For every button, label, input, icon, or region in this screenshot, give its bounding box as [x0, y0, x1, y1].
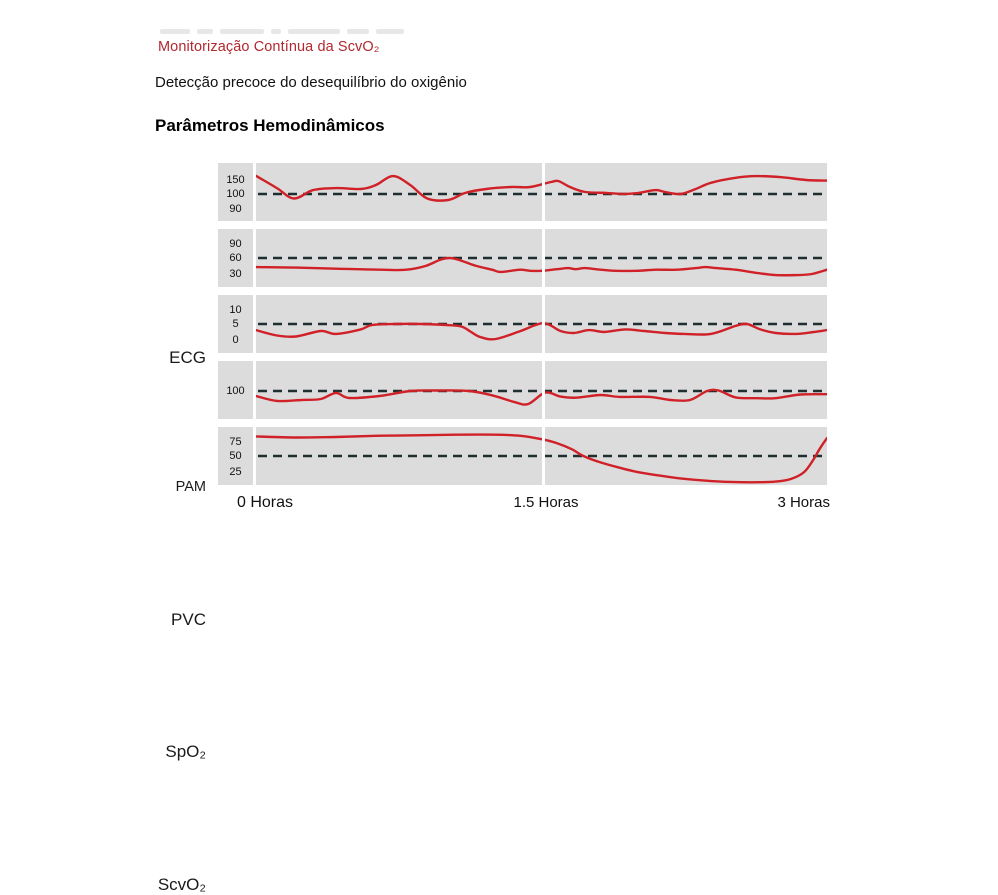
- y-tick-label: 10: [229, 303, 242, 316]
- artifact-blob: [160, 29, 190, 34]
- param-label-pvc: PVC: [171, 610, 206, 629]
- artifact-blob: [376, 29, 404, 34]
- artifact-blob: [197, 29, 213, 34]
- y-tick-label: 90: [229, 202, 242, 215]
- y-tick-label: 150: [226, 173, 245, 186]
- artifact-blob: [347, 29, 369, 34]
- trend-curve: [256, 322, 827, 341]
- panel-divider-gap: [542, 163, 545, 221]
- trend-strip-svg: [256, 361, 827, 419]
- chart-row-pvc: PVC 10 5 0: [0, 295, 998, 629]
- panel-divider-gap: [542, 427, 545, 485]
- trend-strip-svg: [256, 229, 827, 287]
- page-subtitle: Detecção precoce do desequilíbrio do oxi…: [155, 74, 467, 91]
- trend-strip-svg: [256, 427, 827, 485]
- section-heading: Parâmetros Hemodinâmicos: [155, 116, 385, 135]
- param-label-scvo2: ScvO₂: [157, 875, 206, 894]
- faint-artifact: [160, 29, 404, 34]
- y-tick-label: 30: [229, 267, 242, 280]
- panel-divider-gap: [542, 361, 545, 419]
- panel-divider-gap: [542, 229, 545, 287]
- plot-area-pvc: [256, 295, 827, 353]
- trend-curve: [256, 174, 827, 202]
- trend-curve: [256, 256, 827, 277]
- y-tick-label: 5: [232, 317, 239, 330]
- y-tick-label: 50: [229, 449, 242, 462]
- y-axis-ecg: 150 100 90: [218, 163, 253, 221]
- x-tick-3-horas: 3 Horas: [777, 494, 830, 511]
- param-label-spo2: SpO₂: [165, 742, 206, 761]
- plot-area-scvo2: [256, 427, 827, 485]
- plot-area-pam: [256, 229, 827, 287]
- trend-curve: [256, 433, 827, 484]
- trend-curve: [256, 388, 827, 406]
- y-tick-label: 75: [229, 435, 242, 448]
- y-tick-label: 60: [229, 251, 242, 264]
- panel-divider-gap: [542, 295, 545, 353]
- plot-area-ecg: [256, 163, 827, 221]
- y-axis-spo2: 100: [218, 361, 253, 419]
- y-tick-label: 100: [226, 384, 245, 397]
- x-tick-1-5-horas: 1.5 Horas: [513, 494, 579, 511]
- page-title: Monitorização Contínua da ScvO₂: [158, 39, 380, 55]
- panel-left: [256, 163, 542, 221]
- artifact-blob: [288, 29, 340, 34]
- artifact-blob: [271, 29, 281, 34]
- y-axis-scvo2: 75 50 25: [218, 427, 253, 485]
- y-axis-pvc: 10 5 0: [218, 295, 253, 353]
- artifact-blob: [220, 29, 264, 34]
- y-tick-label: 0: [232, 333, 239, 346]
- x-tick-0-horas: 0 Horas: [237, 494, 294, 511]
- chart-row-spo2: SpO₂ 100: [0, 361, 998, 761]
- param-label-pam: PAM: [175, 479, 206, 495]
- param-label-ecg: ECG: [169, 348, 206, 367]
- plot-area-spo2: [256, 361, 827, 419]
- y-axis-pam: 90 60 30: [218, 229, 253, 287]
- chart-row-pam: PAM 90 60 30: [0, 229, 998, 495]
- chart-row-ecg: ECG 150 100 90: [0, 163, 998, 367]
- chart-row-scvo2: ScvO₂ 75 50 25: [0, 427, 998, 894]
- y-tick-label: 100: [226, 187, 245, 200]
- trend-strip-svg: [256, 295, 827, 353]
- y-tick-label: 25: [229, 465, 242, 478]
- trend-strip-svg: [256, 163, 827, 221]
- y-tick-label: 90: [229, 237, 242, 250]
